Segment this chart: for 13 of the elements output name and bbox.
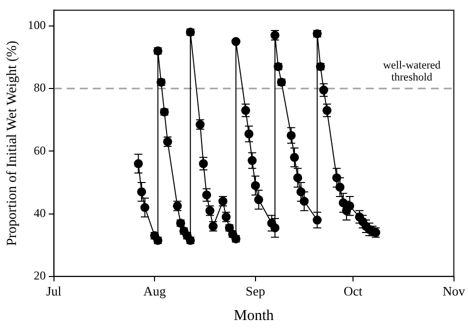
y-tick-label: 20	[34, 268, 46, 283]
y-tick-label: 100	[28, 18, 46, 32]
x-tick-label: Oct	[344, 284, 363, 299]
x-tick-label: Jul	[46, 284, 62, 299]
y-tick-label: 60	[34, 143, 46, 158]
y-tick-label: 40	[34, 206, 46, 220]
x-tick-label: Sep	[246, 284, 266, 299]
y-tick-label: 80	[34, 80, 46, 95]
x-axis-title: Month	[234, 308, 274, 324]
y-axis-title: Proportion of Initial Wet Weight (%)	[5, 40, 20, 246]
x-tick-label: Nov	[442, 284, 466, 299]
ref-line-label: well-watered threshold	[383, 59, 442, 84]
x-tick-label: Aug	[143, 284, 166, 299]
